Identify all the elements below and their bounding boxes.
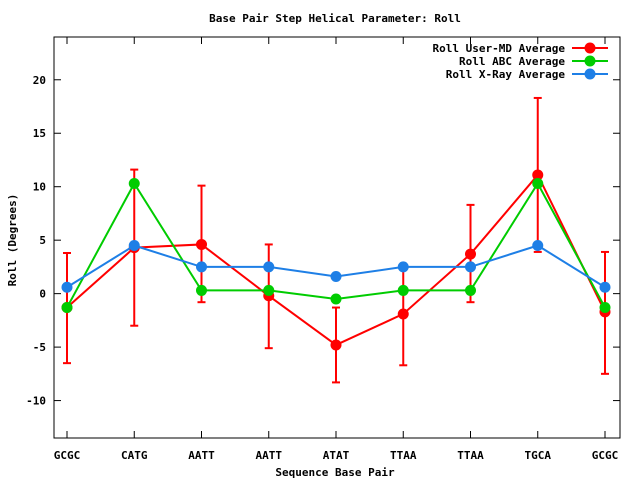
plot-area: -10 -5 0 5 10 15 20 GCGC CATG AATT AATT ATAT TTAA TTA… xyxy=(26,36,621,462)
series-3 xyxy=(61,240,611,293)
x-tick-label: AATT xyxy=(256,449,283,462)
data-point xyxy=(61,281,73,293)
plot-frame xyxy=(53,36,621,439)
series-2 xyxy=(61,177,611,314)
x-tick-label: TGCA xyxy=(525,449,552,462)
y-tick-label: 5 xyxy=(39,234,46,247)
data-point xyxy=(196,261,207,273)
data-point xyxy=(465,284,476,296)
y-tick-label: -5 xyxy=(33,341,46,354)
data-point xyxy=(263,284,275,296)
y-tick-label: 15 xyxy=(33,127,46,140)
series-line xyxy=(66,181,606,309)
x-tick-label: TTAA xyxy=(457,449,484,462)
data-point xyxy=(330,271,342,283)
x-tick-label: ATAT xyxy=(323,449,350,462)
data-point xyxy=(465,261,476,273)
y-tick-label: 0 xyxy=(39,288,46,301)
y-tick-label: 20 xyxy=(33,74,46,87)
data-point xyxy=(532,240,544,252)
data-point xyxy=(397,308,409,320)
legend-label: Roll User-MD Average xyxy=(433,42,566,55)
data-point xyxy=(599,302,611,314)
y-axis-label: Roll (Degrees) xyxy=(6,194,19,287)
legend-swatch-marker xyxy=(584,42,596,54)
data-point xyxy=(397,284,409,296)
data-point xyxy=(330,293,342,305)
data-point xyxy=(196,284,207,296)
y-tick-label: 10 xyxy=(33,181,46,194)
data-point xyxy=(330,339,342,351)
series-1 xyxy=(61,96,611,384)
legend-label: Roll ABC Average xyxy=(459,55,565,68)
x-tick-label: GCGC xyxy=(54,449,81,462)
data-point xyxy=(532,169,544,181)
data-point xyxy=(263,261,275,273)
x-tick-label: CATG xyxy=(121,449,148,462)
x-tick-label: GCGC xyxy=(592,449,619,462)
data-point xyxy=(128,177,140,189)
data-point xyxy=(599,281,611,293)
data-point xyxy=(465,248,476,260)
legend-swatch-marker xyxy=(584,55,596,67)
data-point xyxy=(196,238,207,250)
data-point xyxy=(397,261,409,273)
data-point xyxy=(61,302,73,314)
y-tick-label: -10 xyxy=(26,395,46,408)
x-tick-label: TTAA xyxy=(390,449,417,462)
legend-label: Roll X-Ray Average xyxy=(446,68,566,81)
data-point xyxy=(128,240,140,252)
x-axis-label: Sequence Base Pair xyxy=(275,466,395,479)
chart-title: Base Pair Step Helical Parameter: Roll xyxy=(209,12,461,25)
legend-swatch-marker xyxy=(584,68,596,80)
data-point xyxy=(532,177,544,189)
x-tick-label: AATT xyxy=(188,449,215,462)
